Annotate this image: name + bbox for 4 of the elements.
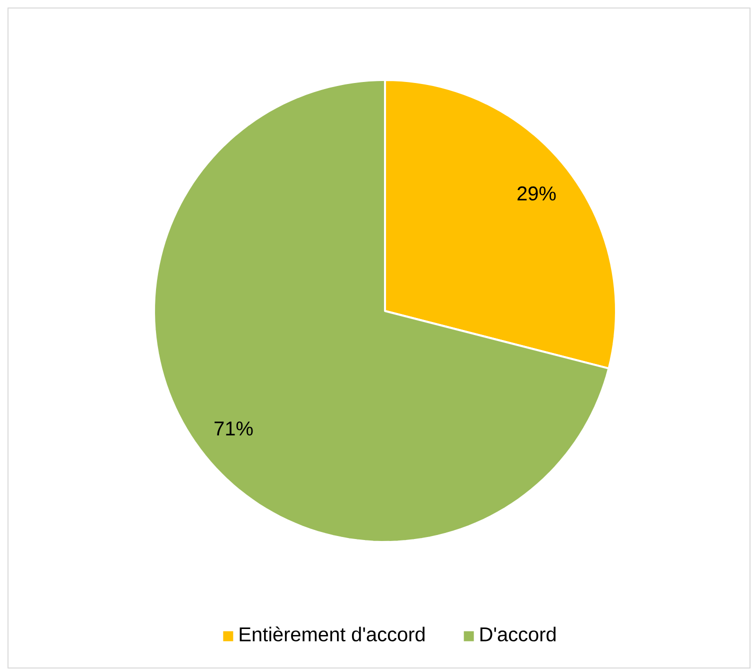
data-label: 29% xyxy=(518,186,556,201)
data-label: 71% xyxy=(214,422,253,436)
legend-label: D'accord xyxy=(480,626,556,642)
legend-label: Entièrement d'accord xyxy=(240,626,425,642)
